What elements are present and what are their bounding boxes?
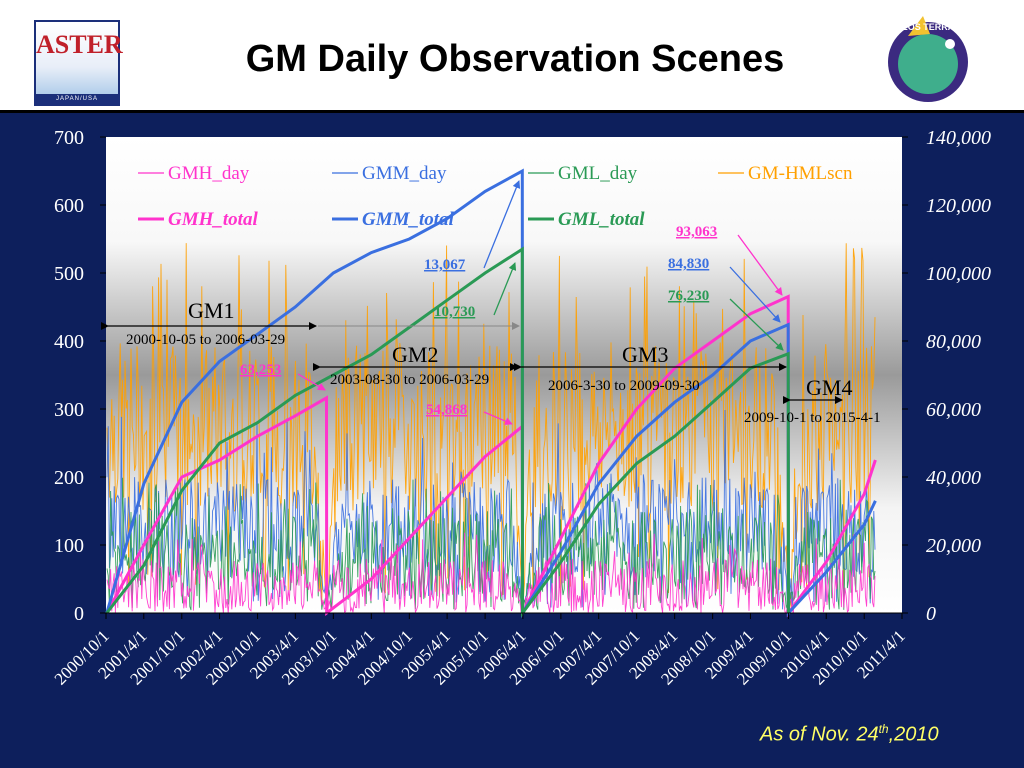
anno-label-10730: 10,730: [434, 304, 475, 320]
legend-label-gml-day: GML_day: [558, 163, 638, 184]
period-range-gm2: 2003-08-30 to 2006-03-29: [330, 372, 489, 388]
period-range-gm4: 2009-10-1 to 2015-4-1: [744, 410, 881, 426]
y-right-tick-label: 20,000: [926, 535, 981, 557]
aster-logo: ASTER JAPAN/USA: [34, 20, 123, 106]
y-left-tick-label: 0: [74, 603, 84, 625]
annotations-group: 13,067 10,730 63,253 54,868 93,063 84,830 76,2…: [101, 180, 881, 426]
aster-logo-word: ASTER: [36, 30, 123, 59]
legend: GMH_day GMM_day GML_day GM-HMLscn GMH_total G…: [138, 163, 853, 230]
anno-arrow-54868: [483, 411, 513, 425]
legend-label-gml-total: GML_total: [558, 209, 645, 230]
aster-logo-band: [36, 94, 118, 104]
anno-arrow-63253: [297, 373, 326, 391]
anno-arrow-84830: [729, 266, 781, 323]
eos-terra-logo: EOS TERRA: [888, 16, 968, 102]
eos-logo-globe: [898, 34, 958, 94]
series-gml-day: [106, 477, 876, 612]
anno-label-63253: 63,253: [240, 362, 281, 378]
period-range-gm1: 2000-10-05 to 2006-03-29: [126, 332, 285, 348]
anno-label-84830: 84,830: [668, 256, 709, 272]
y-right-tick-label: 140,000: [926, 127, 991, 149]
y-left-tick-label: 600: [54, 195, 84, 217]
series-gmm-day: [106, 409, 876, 611]
y-right-tick-label: 100,000: [926, 263, 991, 285]
anno-label-76230: 76,230: [668, 288, 709, 304]
as-of-note: As of Nov. 24th,2010: [760, 722, 939, 747]
legend-label-gm-hmlscn: GM-HMLscn: [748, 163, 853, 184]
y-left-tick-label: 500: [54, 263, 84, 285]
period-name-gm4: GM4: [806, 375, 852, 400]
title-rule: [0, 110, 1024, 113]
legend-label-gmh-total: GMH_total: [168, 209, 258, 230]
aster-logo-sub: JAPAN/USA: [56, 96, 98, 102]
legend-label-gmm-total: GMM_total: [362, 209, 455, 230]
as-of-suffix: ,2010: [888, 723, 939, 746]
eos-logo-star: [945, 39, 955, 49]
y-right-tick-label: 0: [926, 603, 936, 625]
y-right-tick-label: 40,000: [926, 467, 981, 489]
series-gmh-day: [106, 532, 876, 615]
total-series-group: [105, 168, 877, 619]
anno-arrow-93063: [737, 234, 783, 296]
y-left-tick-label: 200: [54, 467, 84, 489]
anno-label-13067: 13,067: [424, 257, 466, 273]
anno-arrow-10730: [493, 262, 517, 316]
as-of-sup: th: [878, 722, 889, 736]
period-name-gm1: GM1: [188, 298, 234, 323]
anno-arrow-76230: [729, 298, 784, 351]
title-bar: ASTER JAPAN/USA GM Daily Observation Sce…: [0, 0, 1024, 112]
period-name-gm3: GM3: [622, 342, 668, 367]
legend-label-gmm-day: GMM_day: [362, 163, 447, 184]
y-right-tick-label: 80,000: [926, 331, 981, 353]
series-gml-total: [105, 246, 790, 618]
page-title: GM Daily Observation Scenes: [245, 38, 785, 80]
y-left-tick-label: 400: [54, 331, 84, 353]
anno-arrow-13067: [483, 180, 521, 269]
legend-label-gmh-day: GMH_day: [168, 163, 250, 184]
y-right-tick-label: 120,000: [926, 195, 991, 217]
y-right-tick-label: 60,000: [926, 399, 981, 421]
y-left-tick-label: 700: [54, 127, 84, 149]
daily-series-group: [106, 243, 876, 615]
eos-logo-text: EOS TERRA: [902, 22, 955, 32]
period-range-gm3: 2006-3-30 to 2009-09-30: [548, 378, 700, 394]
as-of-prefix: As of Nov. 24: [760, 723, 879, 746]
anno-label-54868: 54,868: [426, 402, 467, 418]
anno-label-93063: 93,063: [676, 224, 717, 240]
period-name-gm2: GM2: [392, 342, 438, 367]
eos-logo-satellite: [908, 16, 930, 36]
y-left-tick-label: 300: [54, 399, 84, 421]
y-left-tick-label: 100: [54, 535, 84, 557]
